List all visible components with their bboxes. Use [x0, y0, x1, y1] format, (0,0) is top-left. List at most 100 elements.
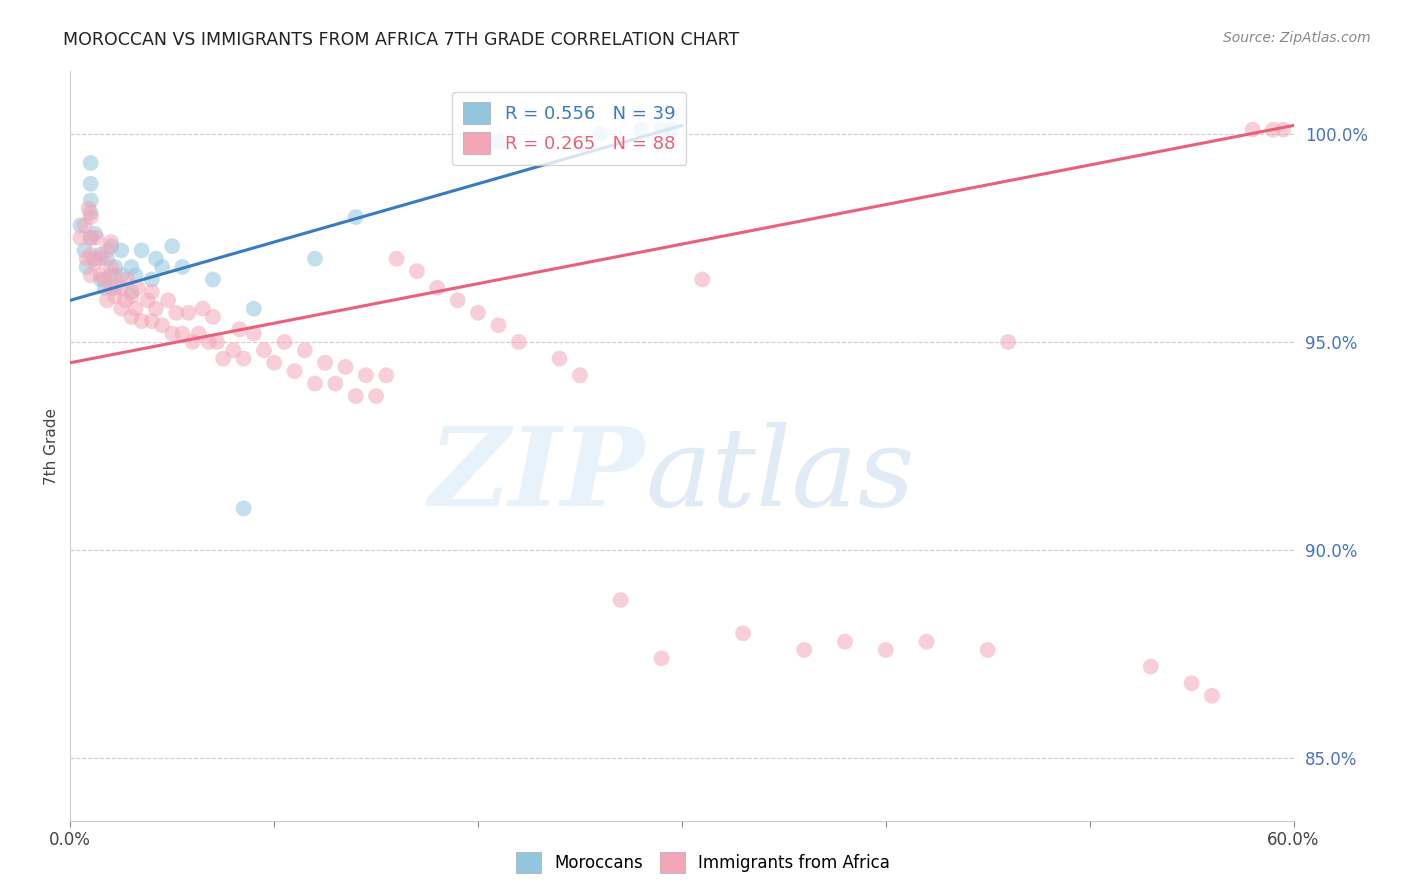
Point	[110, 244, 132, 258]
Point	[100, 268, 122, 283]
Point	[508, 334, 530, 349]
Point	[661, 122, 683, 136]
Point	[131, 314, 153, 328]
Text: atlas: atlas	[645, 422, 915, 530]
Point	[1241, 122, 1264, 136]
Point	[94, 272, 117, 286]
Point	[1139, 659, 1161, 673]
Point	[212, 351, 235, 366]
Point	[77, 202, 100, 216]
Point	[589, 127, 612, 141]
Point	[96, 293, 118, 308]
Point	[127, 281, 149, 295]
Point	[83, 256, 105, 270]
Point	[104, 260, 127, 274]
Point	[181, 334, 204, 349]
Point	[79, 247, 103, 261]
Point	[205, 334, 228, 349]
Point	[150, 260, 173, 274]
Y-axis label: 7th Grade: 7th Grade	[44, 408, 59, 484]
Point	[366, 389, 388, 403]
Point	[323, 376, 347, 391]
Text: Source: ZipAtlas.com: Source: ZipAtlas.com	[1223, 31, 1371, 45]
Point	[304, 252, 326, 266]
Point	[110, 281, 132, 295]
Point	[96, 244, 118, 258]
Point	[110, 268, 132, 283]
Point	[121, 285, 143, 299]
Point	[548, 351, 571, 366]
Point	[83, 252, 105, 266]
Point	[222, 343, 245, 358]
Point	[198, 334, 221, 349]
Point	[1201, 689, 1223, 703]
Point	[124, 301, 146, 316]
Point	[76, 260, 98, 274]
Point	[344, 389, 367, 403]
Legend: R = 0.556   N = 39, R = 0.265   N = 88: R = 0.556 N = 39, R = 0.265 N = 88	[453, 92, 686, 164]
Point	[124, 268, 146, 283]
Point	[976, 643, 998, 657]
Point	[488, 318, 510, 333]
Point	[165, 306, 187, 320]
Point	[406, 264, 429, 278]
Point	[488, 135, 510, 149]
Point	[114, 293, 136, 308]
Point	[141, 314, 163, 328]
Point	[100, 281, 122, 295]
Point	[79, 231, 103, 245]
Point	[793, 643, 815, 657]
Point	[157, 293, 180, 308]
Point	[121, 260, 143, 274]
Point	[100, 235, 122, 249]
Point	[121, 310, 143, 324]
Point	[90, 268, 112, 283]
Point	[314, 356, 336, 370]
Point	[263, 356, 285, 370]
Legend: Moroccans, Immigrants from Africa: Moroccans, Immigrants from Africa	[509, 846, 897, 880]
Point	[385, 252, 408, 266]
Point	[94, 281, 117, 295]
Point	[104, 281, 127, 295]
Point	[90, 272, 112, 286]
Point	[172, 326, 194, 341]
Point	[1261, 122, 1284, 136]
Point	[447, 293, 470, 308]
Point	[90, 247, 112, 261]
Point	[344, 210, 367, 224]
Point	[177, 306, 200, 320]
Point	[610, 593, 633, 607]
Point	[273, 334, 295, 349]
Point	[335, 359, 357, 374]
Point	[253, 343, 276, 358]
Point	[141, 272, 163, 286]
Point	[104, 289, 127, 303]
Point	[187, 326, 209, 341]
Point	[121, 289, 143, 303]
Point	[150, 318, 173, 333]
Point	[162, 239, 183, 253]
Point	[1272, 122, 1295, 136]
Point	[650, 651, 672, 665]
Point	[243, 301, 266, 316]
Point	[79, 206, 103, 220]
Point	[997, 334, 1019, 349]
Point	[304, 376, 326, 391]
Point	[110, 301, 132, 316]
Point	[131, 244, 153, 258]
Point	[915, 634, 938, 648]
Point	[145, 301, 167, 316]
Point	[100, 239, 122, 253]
Point	[172, 260, 194, 274]
Point	[73, 244, 96, 258]
Point	[79, 231, 103, 245]
Point	[145, 252, 167, 266]
Point	[79, 177, 103, 191]
Point	[69, 219, 91, 233]
Point	[136, 293, 159, 308]
Point	[117, 272, 139, 286]
Point	[243, 326, 266, 341]
Point	[875, 643, 897, 657]
Point	[568, 368, 592, 383]
Text: ZIP: ZIP	[429, 422, 645, 530]
